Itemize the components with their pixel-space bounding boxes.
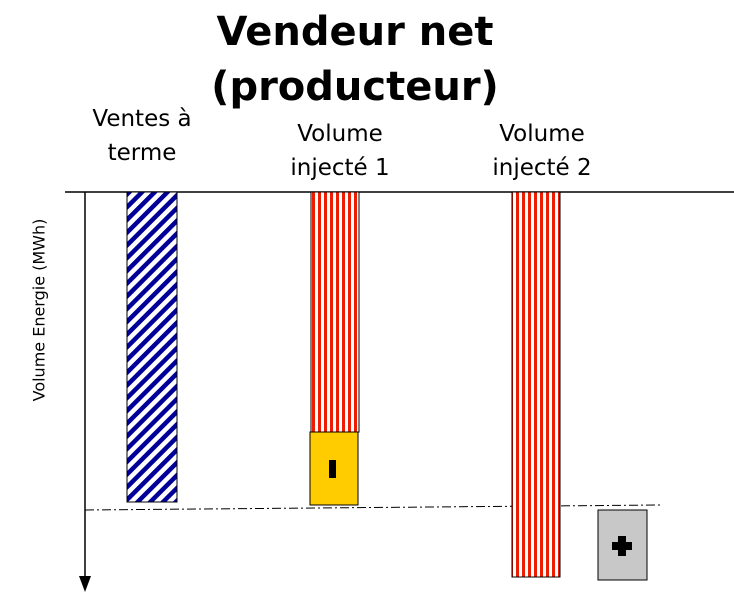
title-line: (producteur) xyxy=(211,64,499,110)
column-label: Volume xyxy=(297,121,383,147)
injected-bar-2 xyxy=(511,191,561,578)
column-label: Ventes à xyxy=(92,106,191,132)
axis-arrow xyxy=(79,576,91,592)
minus-icon xyxy=(329,460,336,478)
reference-line xyxy=(84,504,661,511)
plus-icon xyxy=(612,542,632,550)
title-line: Vendeur net xyxy=(217,9,494,55)
axis-label: Volume Energie (MWh) xyxy=(30,219,49,402)
injected-bar-1 xyxy=(310,191,360,433)
forward-sales-bar xyxy=(126,191,178,503)
column-label: Volume xyxy=(499,121,585,147)
column-label: terme xyxy=(108,140,177,166)
column-label: injecté 2 xyxy=(492,155,591,181)
column-label: injecté 1 xyxy=(290,155,389,181)
